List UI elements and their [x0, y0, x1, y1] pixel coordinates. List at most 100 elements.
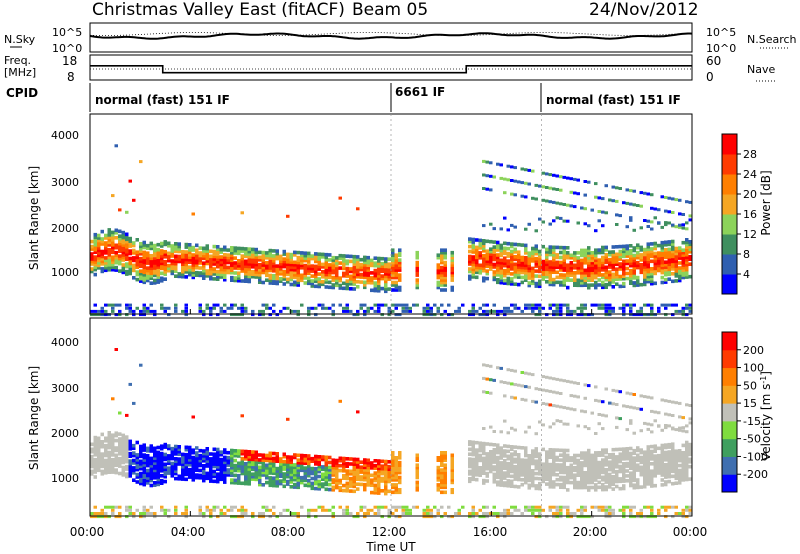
power-cell	[254, 267, 258, 272]
velocity-cell	[548, 452, 552, 457]
velocity-cell	[268, 481, 272, 485]
power-cell	[384, 272, 388, 276]
power-cell	[527, 263, 531, 268]
power-cell	[335, 258, 339, 263]
power-cell	[233, 276, 237, 280]
velocity-cell	[149, 505, 153, 509]
velocity-cell	[261, 473, 265, 477]
velocity-cell	[660, 460, 664, 465]
power-cell	[615, 257, 619, 262]
power-cell	[674, 198, 678, 202]
velocity-cell	[615, 389, 619, 393]
power-cell	[541, 244, 545, 249]
power-cell	[650, 281, 654, 286]
power-cell	[685, 265, 689, 269]
power-cell	[492, 257, 496, 262]
power-cell	[667, 265, 671, 269]
power-cell	[300, 266, 304, 270]
velocity-cell	[230, 463, 234, 468]
power-cell	[433, 303, 437, 307]
velocity-cell	[324, 467, 328, 472]
power-cell	[527, 258, 531, 263]
velocity-cell	[513, 369, 517, 373]
velocity-cell	[177, 477, 181, 481]
power-cell	[272, 256, 276, 261]
velocity-cell	[240, 461, 244, 466]
velocity-cell	[597, 453, 601, 457]
velocity-cell	[643, 467, 647, 472]
power-cell	[356, 280, 360, 284]
power-cell	[97, 233, 101, 238]
power-cell	[611, 265, 615, 269]
velocity-cell	[580, 480, 584, 485]
power-cell	[335, 256, 339, 260]
power-cell	[324, 252, 328, 257]
power-cell	[195, 258, 199, 263]
velocity-cell	[643, 475, 647, 479]
velocity-cell	[510, 469, 514, 474]
power-cell	[226, 306, 230, 310]
velocity-cell	[258, 458, 262, 462]
power-cell	[268, 281, 272, 285]
velocity-cell	[499, 453, 503, 458]
velocity-cell	[230, 515, 234, 519]
velocity-cell	[517, 455, 521, 460]
power-cell	[646, 257, 650, 261]
power-cell	[436, 263, 440, 267]
power-cell	[534, 249, 538, 253]
power-cell	[125, 210, 129, 214]
velocity-cell	[615, 425, 619, 429]
velocity-cell	[625, 505, 629, 509]
power-cell	[555, 309, 559, 313]
velocity-cell	[499, 480, 503, 485]
power-cell	[237, 276, 241, 280]
power-cell	[636, 255, 640, 260]
velocity-cell	[562, 483, 566, 487]
power-cell	[531, 309, 535, 313]
power-cell	[639, 204, 643, 208]
power-cell	[286, 272, 290, 277]
velocity-cell	[587, 515, 591, 519]
power-cell	[615, 213, 619, 217]
power-cell	[265, 256, 269, 260]
power-cell	[552, 265, 556, 269]
power-cell	[496, 240, 500, 245]
power-cell	[611, 255, 615, 259]
velocity-cell	[667, 474, 671, 479]
power-cell	[685, 240, 689, 245]
power-cell	[191, 268, 195, 272]
velocity-cell	[471, 465, 475, 469]
power-cell	[534, 269, 538, 273]
power-cell	[254, 260, 258, 264]
power-cell	[391, 275, 395, 280]
velocity-cell	[590, 411, 594, 415]
velocity-cell	[489, 364, 493, 368]
velocity-cell	[559, 392, 563, 395]
velocity-cell	[513, 445, 517, 449]
velocity-cell	[590, 473, 594, 477]
velocity-cell	[265, 456, 269, 460]
power-cell	[111, 194, 115, 198]
velocity-cell	[667, 450, 671, 454]
power-cell	[296, 265, 300, 270]
power-cell	[496, 270, 500, 275]
velocity-cell	[296, 475, 300, 480]
velocity-cell	[485, 461, 489, 466]
velocity-cell	[583, 425, 587, 429]
power-cell	[398, 265, 402, 270]
velocity-cell	[100, 452, 104, 456]
power-cell	[135, 272, 139, 277]
power-cell	[93, 240, 97, 244]
power-cell	[170, 266, 174, 271]
velocity-cell	[212, 447, 216, 452]
velocity-cell	[377, 476, 381, 481]
power-cell	[443, 248, 447, 252]
power-cell	[531, 306, 535, 310]
velocity-cell	[153, 458, 157, 463]
velocity-cell	[643, 465, 647, 469]
power-cell	[279, 267, 283, 271]
power-cell	[156, 247, 160, 252]
velocity-cell	[377, 459, 381, 463]
velocity-cell	[307, 512, 311, 515]
velocity-cell	[538, 467, 542, 471]
